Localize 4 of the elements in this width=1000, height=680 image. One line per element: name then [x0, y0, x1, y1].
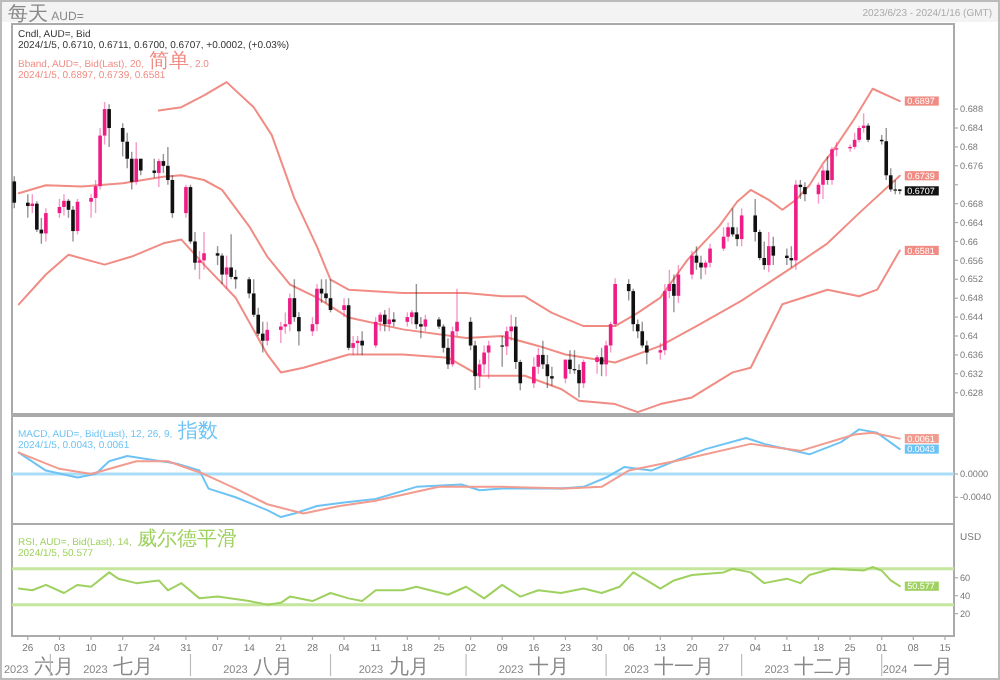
line-series	[157, 81, 901, 328]
line-series	[17, 566, 901, 606]
line-series	[17, 238, 901, 414]
candlestick	[410, 309, 414, 325]
